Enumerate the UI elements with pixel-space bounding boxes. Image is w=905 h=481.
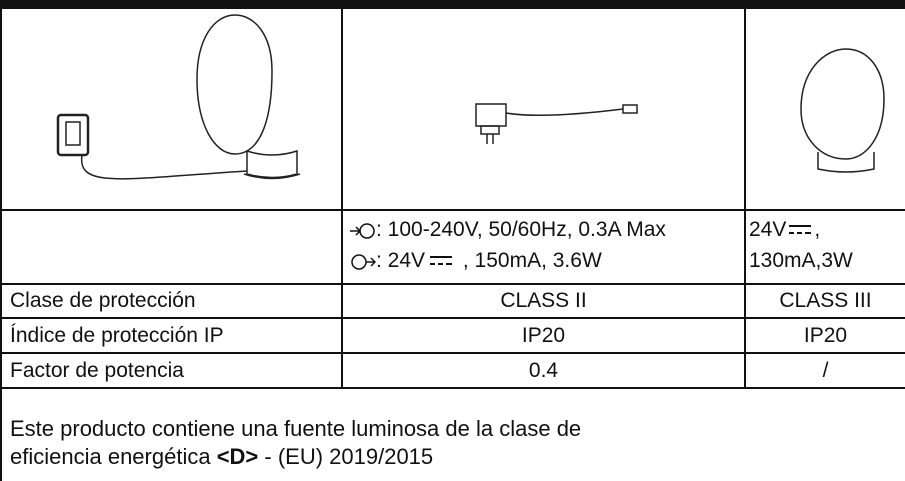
adapter-illustration [475,103,638,144]
output-icon [351,254,376,270]
lamp-illustration [56,14,301,180]
note: eficiencia energética <D> - (EU) 2019/20… [10,444,433,470]
rule [0,209,905,211]
lamp-illustration [800,48,885,173]
rule [0,387,905,389]
text: - (EU) 2019/2015 [258,444,434,469]
output-spec: 24V, [749,218,820,242]
value: CLASS II [500,289,587,312]
text: : 24V [376,249,426,272]
value: IP20 [521,324,566,347]
output-spec: : 24V , 150mA, 3.6W [376,249,602,273]
energy-class: <D> [216,444,259,469]
value: IP20 [803,324,848,347]
rule [744,0,746,388]
label: Factor de potencia [10,359,184,382]
text: 24V [749,218,787,241]
rule [0,317,905,319]
rule [0,352,905,354]
dc-icon [789,225,812,234]
dc-icon [430,256,453,265]
value: CLASS III [779,289,872,312]
top-bar [0,0,905,9]
rule [0,283,905,285]
rule [341,0,343,388]
label: Clase de protección [10,289,196,312]
input-spec: : 100-240V, 50/60Hz, 0.3A Max [376,218,666,241]
note: Este producto contiene una fuente lumino… [10,416,582,441]
label: Índice de protección IP [10,324,224,347]
value: 0.4 [528,359,559,382]
text: , [814,218,821,241]
output-spec: 130mA,3W [749,249,853,272]
text: eficiencia energética [10,444,217,469]
value: / [822,359,829,382]
rule [0,0,2,481]
input-icon [350,223,375,239]
text: , 150mA, 3.6W [457,249,602,272]
